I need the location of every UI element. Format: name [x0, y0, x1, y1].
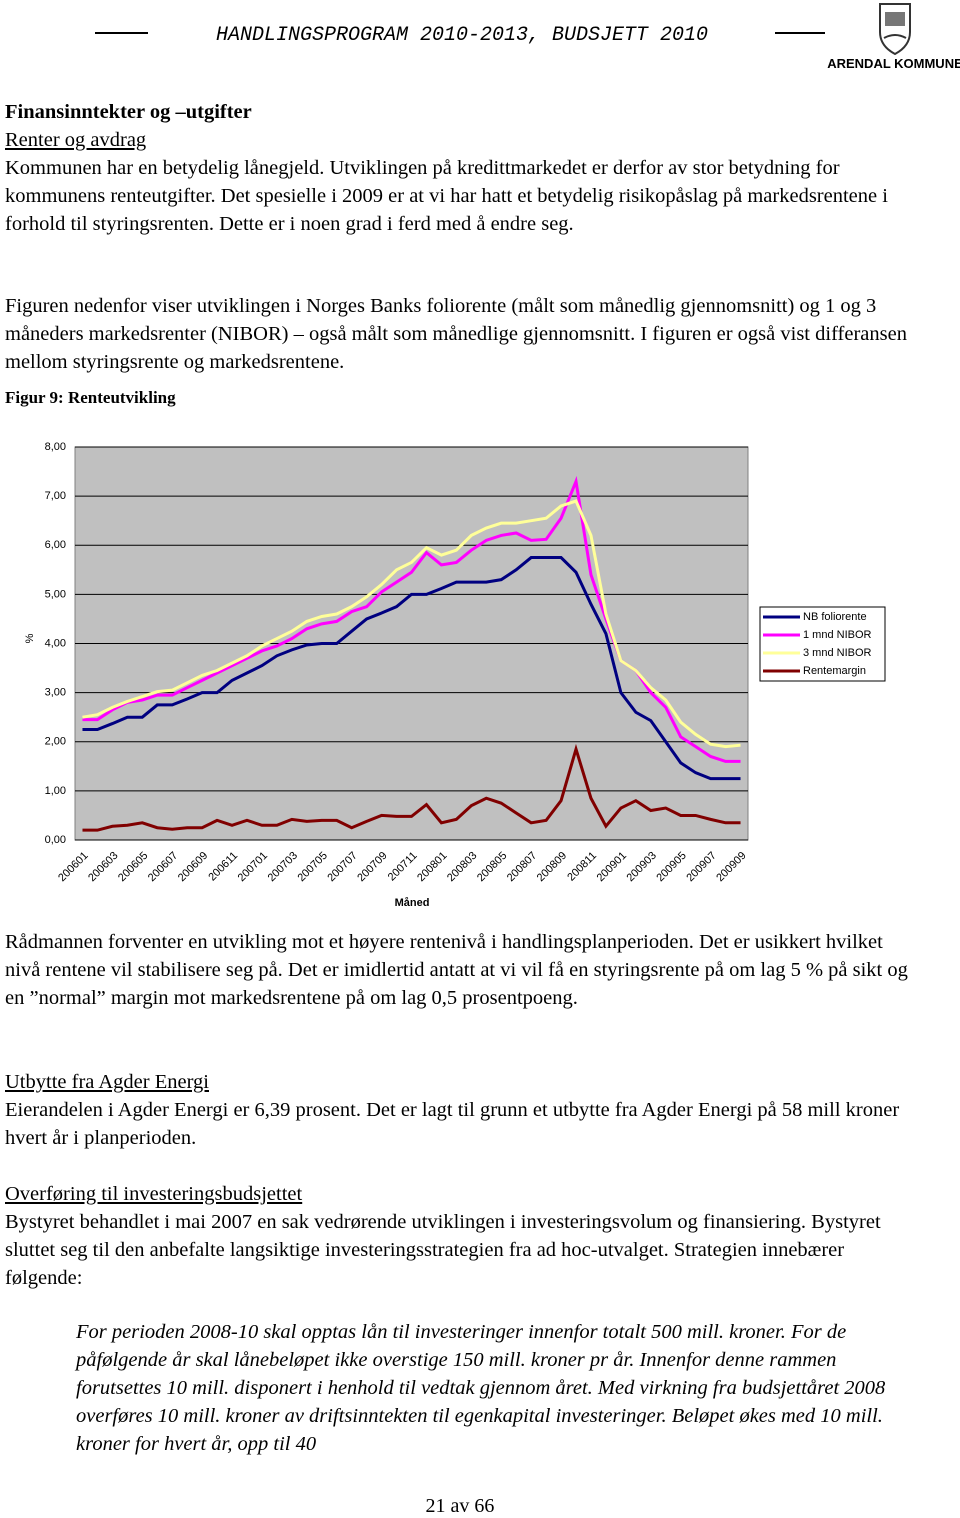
x-axis-label: Måned	[395, 897, 430, 909]
subheading: Renter og avdrag	[5, 129, 147, 151]
x-tick-label: 200811	[565, 850, 599, 884]
legend-label: 3 mnd NIBOR	[803, 647, 872, 659]
legend-label: 1 mnd NIBOR	[803, 629, 872, 641]
y-tick-label: 2,00	[45, 736, 66, 748]
heading: Finansinntekter og –utgifter	[5, 101, 252, 123]
paragraph: Figuren nedenfor viser utviklingen i Nor…	[5, 295, 907, 373]
x-tick-label: 200801	[415, 850, 449, 884]
x-tick-label: 200603	[86, 850, 120, 884]
chart: 0,00 1,00 2,00 3,00 4,00 5,00 6,00 7,00 8,00% 200…	[24, 441, 886, 909]
x-tick-label: 200807	[505, 850, 539, 884]
x-tick-label: 200705	[295, 850, 329, 884]
quote: For perioden 2008-10 skal opptas lån til…	[76, 1321, 886, 1455]
x-tick-label: 200803	[445, 850, 479, 884]
section-title: Overføring til investeringsbudsjettet	[5, 1183, 303, 1205]
series-line	[82, 499, 741, 749]
x-tick-label: 200703	[266, 850, 300, 884]
y-tick-label: 5,00	[45, 588, 66, 600]
x-tick-label: 200611	[206, 850, 240, 884]
figure-caption: Figur 9: Renteutvikling	[5, 388, 176, 407]
y-tick-label: 0,00	[45, 834, 66, 846]
header-title: HANDLINGSPROGRAM 2010-2013, BUDSJETT 201…	[216, 24, 708, 47]
series-line	[82, 556, 741, 781]
x-tick-label: 200607	[146, 850, 180, 884]
x-tick-label: 200805	[475, 850, 509, 884]
y-tick-label: 1,00	[45, 785, 66, 797]
legend-label: NB foliorente	[803, 611, 867, 623]
x-tick-label: 200809	[535, 850, 569, 884]
x-tick-label: 200707	[325, 850, 359, 884]
y-axis-label: %	[24, 633, 36, 643]
x-tick-label: 200701	[236, 850, 270, 884]
paragraph: Eierandelen i Agder Energi er 6,39 prose…	[5, 1099, 900, 1149]
x-tick-label: 200711	[386, 850, 420, 884]
y-tick-label: 8,00	[45, 441, 66, 453]
y-tick-label: 7,00	[45, 490, 66, 502]
paragraph: Bystyret behandlet i mai 2007 en sak ved…	[5, 1211, 881, 1289]
y-tick-label: 3,00	[45, 687, 66, 699]
page-header: HANDLINGSPROGRAM 2010-2013, BUDSJETT 201…	[95, 3, 960, 71]
x-tick-label: 200609	[176, 850, 210, 884]
paragraph: Kommunen har en betydelig lånegjeld. Utv…	[5, 157, 888, 235]
x-tick-label: 200907	[684, 850, 718, 884]
y-tick-label: 4,00	[45, 637, 66, 649]
x-tick-label: 200709	[355, 850, 389, 884]
logo	[879, 3, 911, 56]
series-line	[82, 743, 741, 832]
y-tick-label: 6,00	[45, 539, 66, 551]
x-tick-label: 200901	[595, 850, 629, 884]
x-tick-label: 200903	[625, 850, 659, 884]
legend-box	[759, 606, 886, 682]
x-tick-label: 200905	[654, 850, 688, 884]
x-tick-label: 200909	[714, 850, 748, 884]
paragraph: Rådmannen forventer en utvikling mot et …	[5, 931, 908, 1009]
page-number: 21 av 66	[425, 1495, 495, 1517]
x-tick-label: 200605	[116, 850, 150, 884]
logo-text: ARENDAL KOMMUNE	[827, 56, 960, 71]
section-title: Utbytte fra Agder Energi	[5, 1071, 209, 1093]
x-tick-label: 200601	[56, 850, 90, 884]
legend-label: Rentemargin	[803, 665, 866, 677]
